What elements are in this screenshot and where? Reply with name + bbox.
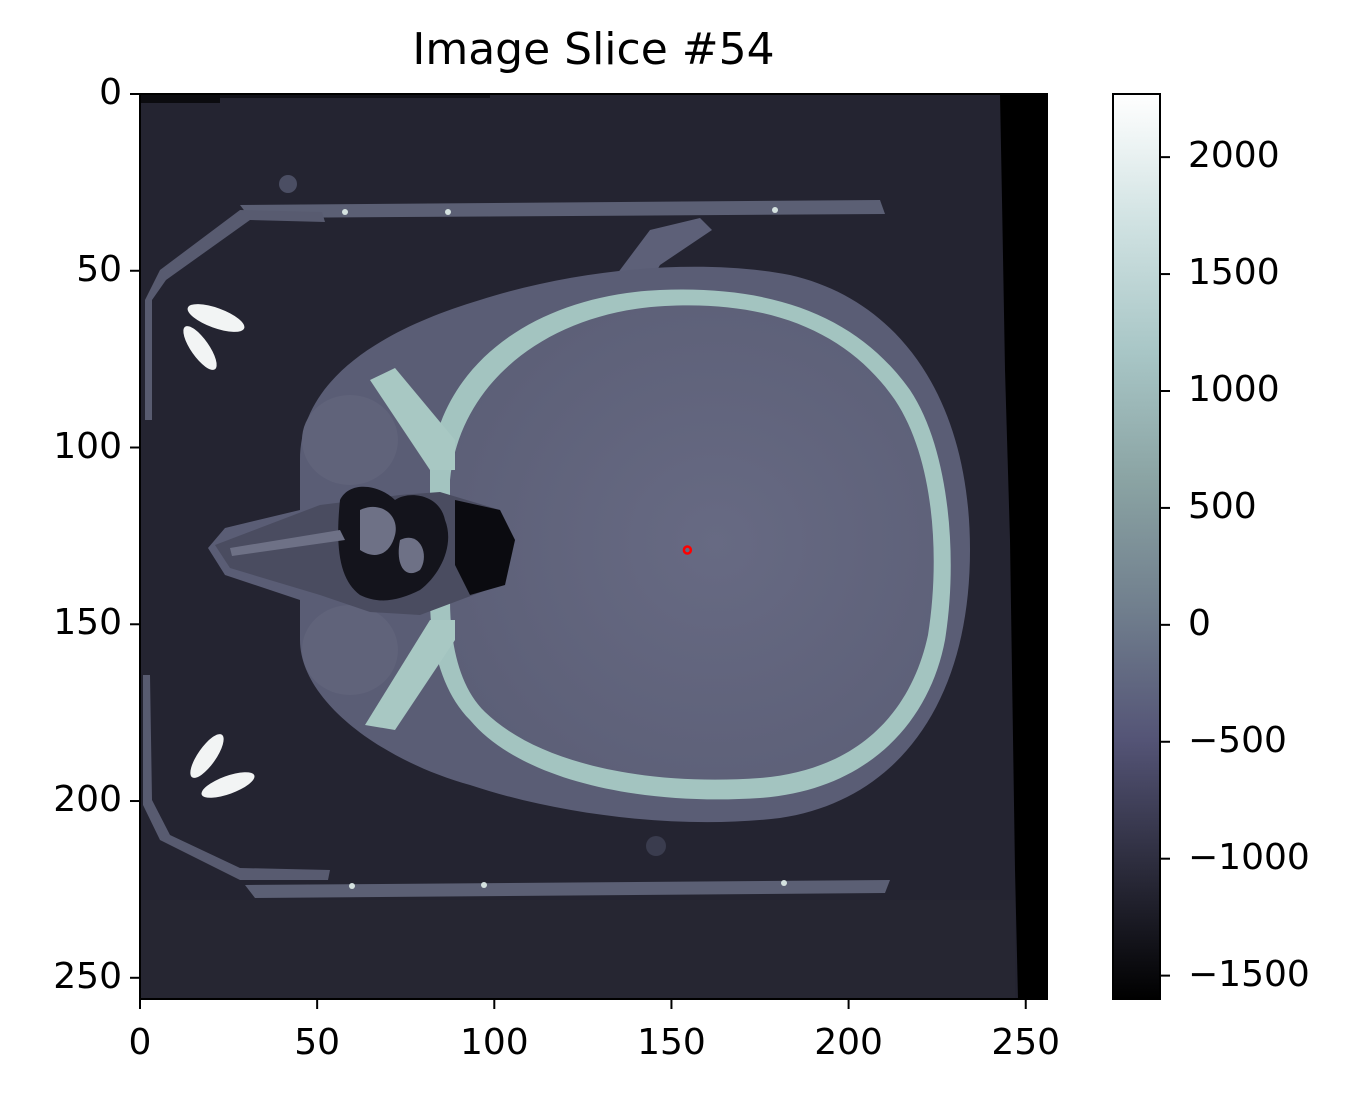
y-tick-label: 250 (53, 955, 122, 997)
orbit (302, 395, 398, 485)
fiducial-marker (187, 304, 245, 332)
x-tick-label: 0 (128, 1022, 152, 1063)
y-tick-label: 100 (53, 425, 122, 467)
colorbar-tick-label: −1500 (1188, 953, 1310, 995)
sinus-air (455, 500, 515, 595)
fiducial-marker (201, 772, 255, 798)
colorbar-ticks (1160, 156, 1170, 977)
x-axis-ticks (139, 999, 1027, 1009)
image-right-edge (1000, 94, 1047, 999)
colorbar-tick-label: 1500 (1188, 252, 1280, 294)
orbit (302, 605, 398, 695)
colorbar-tick-label: −500 (1188, 719, 1287, 761)
image-axes-frame (139, 93, 1048, 1000)
colorbar-tick-label: −1000 (1188, 836, 1310, 878)
x-tick-label: 150 (637, 1022, 706, 1063)
head-holder-top (240, 200, 885, 218)
x-tick-label: 200 (814, 1022, 883, 1063)
y-tick-label: 50 (76, 248, 122, 290)
colorbar-tick-label: 500 (1188, 485, 1257, 527)
colorbar (1112, 93, 1161, 1000)
y-tick-label: 150 (53, 602, 122, 644)
y-axis-ticks (130, 93, 140, 979)
x-tick-label: 250 (991, 1022, 1061, 1063)
x-tick-label: 100 (459, 1022, 529, 1063)
head-holder-left-top (145, 210, 325, 420)
target-marker (682, 545, 693, 555)
image-top-edge (140, 94, 220, 103)
fiducial-marker (183, 326, 217, 370)
x-tick-label: 50 (294, 1022, 341, 1063)
colorbar-tick-label: 1000 (1188, 368, 1280, 410)
y-tick-label: 0 (99, 72, 122, 113)
brain (450, 305, 934, 780)
ct-image (140, 94, 1047, 999)
y-tick-label: 200 (53, 779, 122, 821)
colorbar-tick-label: 2000 (1188, 135, 1280, 177)
figure-title: Image Slice #54 (412, 24, 775, 75)
colorbar-tick-label: 0 (1188, 602, 1211, 644)
head-holder-bottom (245, 880, 890, 898)
fiducial-marker (190, 734, 224, 778)
